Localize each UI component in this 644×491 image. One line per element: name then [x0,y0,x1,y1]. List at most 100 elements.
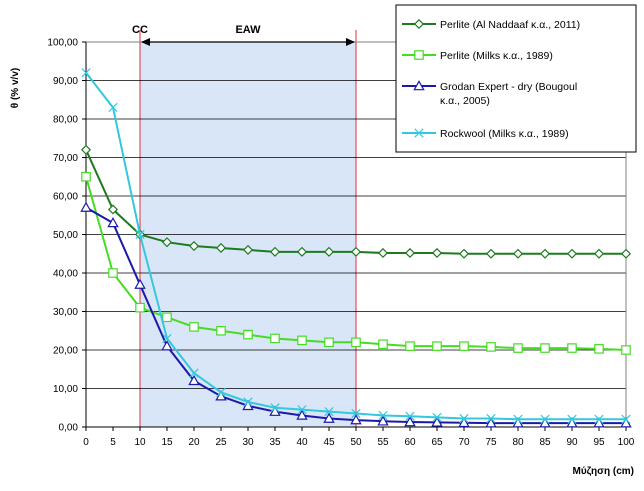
x-tick-label: 75 [485,437,497,448]
data-point [162,312,172,323]
data-point [567,343,577,353]
data-point [621,414,631,424]
data-point [431,247,443,259]
data-point [323,412,335,423]
y-axis-title: θ (% v/v) [10,68,21,108]
data-point [242,399,254,411]
x-tick-label: 40 [296,437,308,448]
legend-label: Perlite (Milks κ.α., 1989) [440,50,553,62]
y-tick-label: 40,00 [53,269,78,280]
data-point [242,244,254,255]
data-point [377,247,389,259]
data-point [513,414,523,424]
data-point [324,406,334,417]
data-point [413,80,425,91]
data-point [432,341,442,351]
y-tick-label: 20,00 [53,346,78,357]
data-point [107,204,119,215]
data-point [540,414,550,424]
legend-item: Rockwool (Milks κ.α., 1989) [402,128,569,140]
data-point [594,344,604,354]
data-point [414,128,424,138]
legend-label: κ.α., 2005) [440,95,490,107]
legend-box [395,4,637,153]
data-point [216,387,226,397]
x-tick-label: 80 [512,437,524,448]
data-point [404,247,416,259]
data-point [81,171,91,182]
series-group [80,68,632,428]
data-point [620,417,632,428]
data-point [270,403,280,413]
data-point [621,345,631,355]
data-point [404,416,416,427]
x-tick-label: 30 [242,437,254,448]
zone-labels: CC EAW [132,24,355,46]
data-point [539,417,551,428]
x-tick-label: 25 [215,437,227,448]
data-point [431,416,443,427]
data-point [296,409,308,420]
x-tick-label: 85 [539,437,551,448]
y-tick-label: 50,00 [53,230,78,241]
y-tick-label: 70,00 [53,153,78,164]
legend: Perlite (Al Naddaaf κ.α., 2011) Perlite (… [395,4,637,153]
y-tick-label: 80,00 [53,115,78,126]
data-point [80,201,92,212]
data-point [270,333,280,344]
data-point [135,229,145,240]
data-point [243,329,253,340]
x-tick-label: 55 [377,437,389,448]
data-point [324,337,334,348]
legend-item: Grodan Expert - dry (Bougoul κ.α., 2005) [402,80,577,107]
data-point [107,217,119,228]
data-point [108,102,118,113]
data-point [215,390,227,401]
data-point [512,417,524,428]
data-point [540,343,550,353]
data-point [378,339,388,350]
data-point [513,343,523,353]
data-point [296,246,308,257]
data-point [432,412,442,422]
legend-label: Grodan Expert - dry (Bougoul [440,81,577,93]
data-point [414,50,424,60]
data-point [188,241,200,252]
x-tick-label: 10 [134,437,146,448]
data-point [134,278,146,289]
data-point [566,248,578,259]
x-tick-label: 20 [188,437,200,448]
data-point [458,248,470,259]
x-tick-label: 60 [404,437,416,448]
x-tick-label: 95 [593,437,605,448]
data-point [323,246,335,257]
data-point [405,341,415,351]
data-point [350,414,362,425]
series-1 [80,144,632,259]
y-tick-label: 90,00 [53,76,78,87]
data-point [108,268,118,278]
data-point [351,408,361,419]
data-point [413,18,425,30]
data-point [486,342,496,352]
eaw-arrow-head-right [346,38,355,46]
x-tick-label: 100 [618,437,635,448]
data-point [378,410,388,421]
data-point [459,341,469,351]
legend-item: Perlite (Al Naddaaf κ.α., 2011) [402,18,580,31]
data-point [567,414,577,424]
y-tick-label: 30,00 [53,307,78,318]
data-point [377,415,389,426]
y-tick-label: 60,00 [53,192,78,203]
data-point [188,374,200,386]
data-point [161,237,173,248]
x-tick-label: 65 [431,437,443,448]
y-tick-label: 0,00 [59,423,79,434]
x-axis-title: Μύζηση (cm) [573,466,634,477]
legend-label: Perlite (Al Naddaaf κ.α., 2011) [440,19,580,31]
data-point [269,405,281,416]
series-4 [81,68,631,424]
data-point [215,242,227,254]
legend-label: Rockwool (Milks κ.α., 1989) [440,128,569,140]
